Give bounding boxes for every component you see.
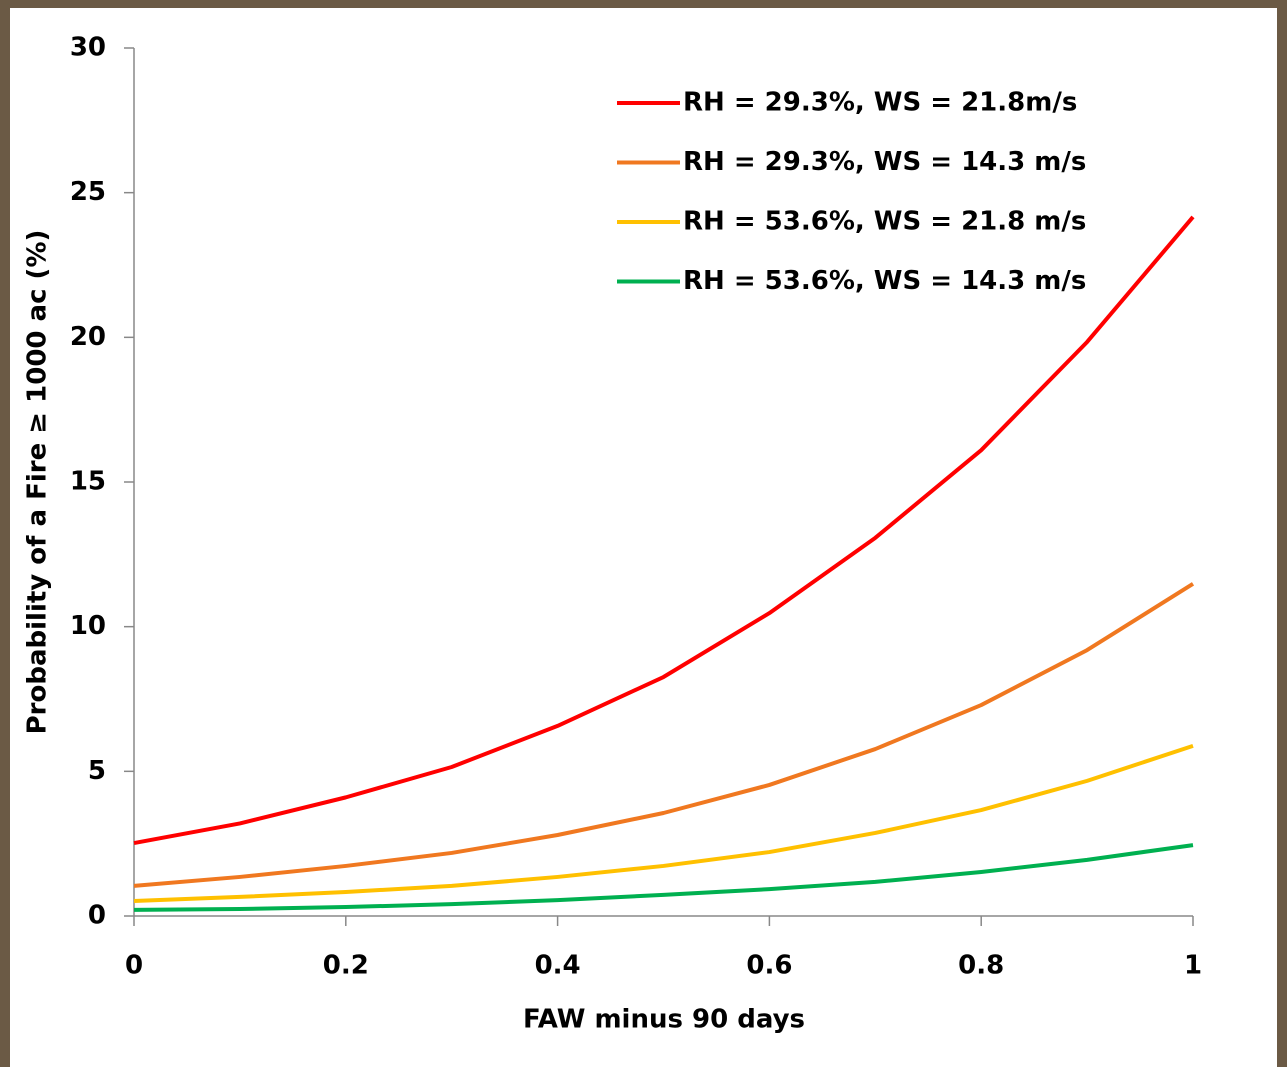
y-tick-label: 0 (88, 901, 106, 931)
legend-label: RH = 29.3%, WS = 21.8m/s (683, 88, 1077, 118)
x-tick-label: 0 (125, 951, 143, 981)
x-tick-label: 0.6 (746, 951, 792, 981)
x-tick-label: 0.2 (323, 951, 369, 981)
legend-label: RH = 29.3%, WS = 14.3 m/s (683, 147, 1086, 177)
chart-area (10, 8, 1277, 1067)
y-tick-label: 10 (70, 611, 106, 641)
x-tick-label: 0.8 (958, 951, 1004, 981)
x-axis-title: FAW minus 90 days (523, 1005, 805, 1035)
y-tick-label: 15 (70, 467, 106, 497)
legend-label: RH = 53.6%, WS = 21.8 m/s (683, 207, 1086, 237)
series-line (133, 215, 1195, 846)
y-tick-label: 30 (70, 33, 106, 63)
legend-label: RH = 53.6%, WS = 14.3 m/s (683, 266, 1086, 296)
y-tick-label: 25 (70, 177, 106, 207)
x-tick-label: 1 (1184, 951, 1202, 981)
y-tick-label: 5 (88, 756, 106, 786)
series-line (133, 582, 1195, 888)
series-line (133, 743, 1194, 903)
x-tick-label: 0.4 (535, 951, 581, 981)
y-axis-title: Probability of a Fire ≥ 1000 ac (%) (23, 230, 53, 735)
series-line (133, 843, 1194, 912)
y-tick-label: 20 (70, 322, 106, 352)
